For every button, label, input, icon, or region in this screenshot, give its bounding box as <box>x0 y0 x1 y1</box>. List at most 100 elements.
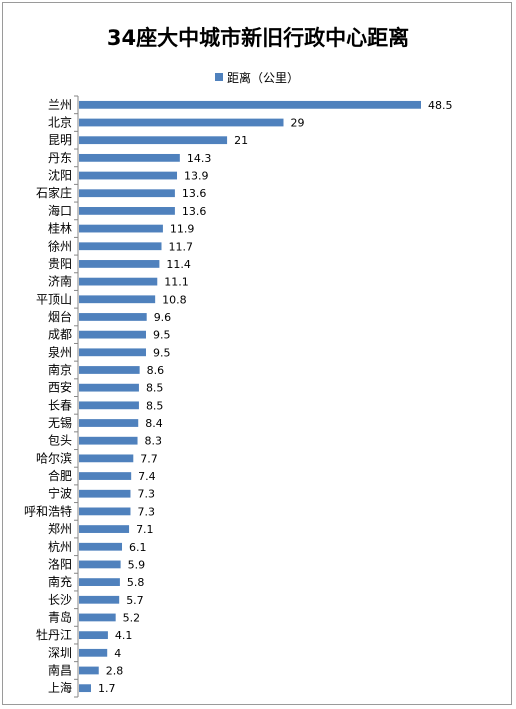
category-label: 长沙 <box>48 593 72 607</box>
category-label: 南充 <box>48 574 72 589</box>
category-label: 丹东 <box>48 151 72 165</box>
value-label: 11.4 <box>166 258 191 271</box>
category-label: 无锡 <box>48 415 72 430</box>
category-label: 兰州 <box>48 98 72 112</box>
value-label: 8.4 <box>145 417 163 430</box>
bar <box>79 171 178 180</box>
bar <box>79 525 130 533</box>
category-label: 泉州 <box>48 345 72 359</box>
value-label: 5.9 <box>128 558 146 571</box>
chart-title: 34座大中城市新旧行政中心距离 <box>107 26 409 50</box>
category-label: 郑州 <box>48 521 72 536</box>
category-label: 深圳 <box>48 646 72 660</box>
category-label: 合肥 <box>48 468 72 483</box>
value-label: 7.1 <box>136 523 154 536</box>
bar <box>79 454 134 463</box>
bar <box>79 189 175 198</box>
legend: 距离（公里） <box>215 70 299 85</box>
value-label: 8.5 <box>146 382 164 395</box>
value-label: 29 <box>290 117 304 130</box>
bar <box>79 542 123 551</box>
bar <box>79 242 162 251</box>
category-label: 呼和浩特 <box>24 503 72 518</box>
bar <box>79 613 116 622</box>
category-label: 西安 <box>48 380 72 395</box>
bar <box>79 366 140 374</box>
bar <box>79 136 228 145</box>
value-label: 5.8 <box>127 576 145 589</box>
category-label: 杭州 <box>48 539 72 554</box>
bar <box>79 666 99 675</box>
value-label: 9.5 <box>153 329 171 342</box>
bar <box>79 507 131 516</box>
value-label: 4.1 <box>115 629 133 642</box>
category-label: 昆明 <box>48 133 72 147</box>
category-label: 牡丹江 <box>36 627 72 642</box>
bar <box>79 100 421 109</box>
category-label: 上海 <box>48 680 72 695</box>
category-label: 沈阳 <box>48 168 72 183</box>
value-label: 14.3 <box>187 152 212 165</box>
category-label: 海口 <box>48 203 72 218</box>
value-label: 7.4 <box>138 470 156 483</box>
value-label: 48.5 <box>428 99 453 112</box>
bar <box>79 313 147 321</box>
category-label: 哈尔滨 <box>36 450 72 465</box>
value-label: 2.8 <box>106 664 124 677</box>
bar <box>79 224 163 233</box>
value-label: 13.6 <box>182 187 207 200</box>
legend-label: 距离（公里） <box>227 70 299 85</box>
value-label: 5.2 <box>123 611 140 624</box>
bar <box>79 472 132 480</box>
bar <box>79 277 158 286</box>
category-label: 长春 <box>48 398 72 412</box>
value-label: 21 <box>234 134 248 147</box>
bar <box>79 295 156 304</box>
category-label: 青岛 <box>48 609 72 624</box>
category-label: 南京 <box>48 362 72 377</box>
category-label: 成都 <box>48 328 72 342</box>
bar <box>79 401 139 410</box>
value-label: 5.7 <box>126 594 144 607</box>
value-label: 11.7 <box>169 240 194 253</box>
bar <box>79 489 131 498</box>
category-label: 洛阳 <box>48 556 72 571</box>
category-label: 宁波 <box>48 486 72 501</box>
bar <box>79 648 108 657</box>
value-label: 13.9 <box>184 170 209 183</box>
value-label: 4 <box>114 647 121 660</box>
bar <box>79 419 139 427</box>
category-label: 北京 <box>48 116 72 130</box>
value-label: 11.1 <box>164 276 189 289</box>
value-label: 7.7 <box>140 452 158 465</box>
category-label: 烟台 <box>48 309 72 324</box>
bar <box>79 684 91 693</box>
category-label: 平顶山 <box>36 292 72 306</box>
value-label: 13.6 <box>182 205 207 218</box>
bar <box>79 560 121 569</box>
value-label: 7.3 <box>137 505 155 518</box>
bar <box>79 436 138 445</box>
category-label: 徐州 <box>48 238 72 253</box>
legend-swatch <box>215 73 223 81</box>
category-label: 包头 <box>48 434 72 448</box>
category-label: 南昌 <box>48 662 72 677</box>
bar <box>79 118 284 127</box>
bar <box>79 348 146 357</box>
bar <box>79 383 139 392</box>
value-label: 9.6 <box>154 311 172 324</box>
value-label: 8.5 <box>146 399 164 412</box>
category-label: 贵阳 <box>48 257 72 271</box>
value-label: 10.8 <box>162 293 187 306</box>
value-label: 9.5 <box>153 346 171 359</box>
value-label: 8.3 <box>145 435 163 448</box>
value-label: 1.7 <box>98 682 116 695</box>
category-label: 石家庄 <box>36 185 72 200</box>
category-label: 桂林 <box>48 221 72 236</box>
bar <box>79 260 160 268</box>
value-label: 7.3 <box>137 488 155 501</box>
bar <box>79 595 120 604</box>
